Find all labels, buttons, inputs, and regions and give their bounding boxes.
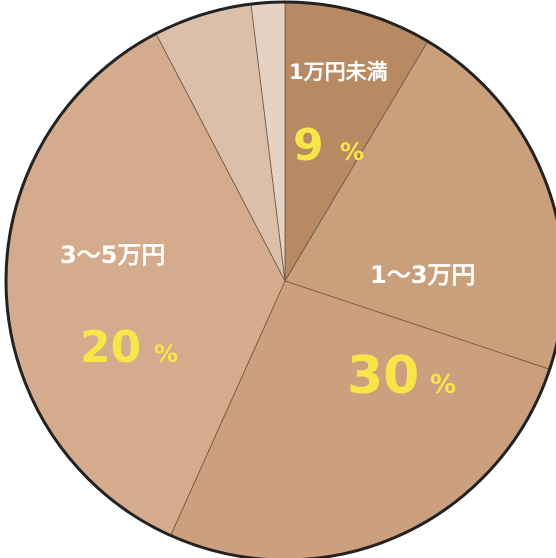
slice-label-3-5man: 3～5万円: [60, 241, 165, 269]
slice-label-under-1man: 1万円未満: [289, 60, 388, 84]
slice-value-under-1man: 9: [293, 120, 324, 171]
slice-unit-under-1man: %: [340, 138, 364, 166]
slice-value-1-3man: 30: [347, 346, 419, 406]
slice-unit-3-5man: %: [154, 340, 178, 368]
slice-label-1-3man: 1～3万円: [370, 261, 475, 289]
pie-outline: [4, 0, 556, 558]
slice-value-3-5man: 20: [80, 322, 141, 373]
slice-unit-1-3man: %: [430, 370, 456, 400]
pie-slices: [5, 1, 556, 558]
